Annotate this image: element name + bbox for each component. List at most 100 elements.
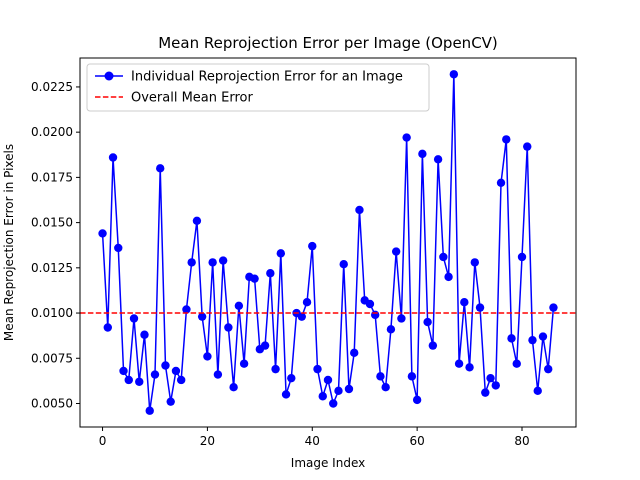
- data-point: [329, 399, 338, 408]
- legend-label-individual: Individual Reprojection Error for an Ima…: [131, 70, 403, 85]
- x-tick-label: 0: [99, 434, 107, 448]
- data-point: [150, 370, 160, 379]
- y-tick-label: 0.0150: [31, 216, 73, 230]
- data-point: [266, 269, 275, 278]
- data-point: [323, 375, 333, 385]
- data-point: [281, 390, 291, 399]
- data-point: [412, 395, 422, 405]
- data-point: [271, 364, 280, 374]
- data-point: [166, 397, 175, 406]
- data-point: [313, 364, 322, 374]
- data-point: [533, 386, 542, 396]
- data-point: [470, 258, 480, 267]
- y-axis-label: Mean Reprojection Error in Pixels: [2, 144, 16, 341]
- data-point: [213, 370, 223, 379]
- data-point: [197, 312, 207, 321]
- data-point: [234, 301, 244, 311]
- data-point: [407, 372, 417, 381]
- x-tick-label: 80: [514, 434, 529, 448]
- data-point: [192, 216, 202, 225]
- data-point: [339, 260, 348, 269]
- data-point: [318, 392, 327, 401]
- data-point: [454, 359, 464, 368]
- data-point: [187, 258, 196, 267]
- legend: Individual Reprojection Error for an Ima…: [86, 63, 430, 112]
- data-point: [250, 274, 259, 283]
- legend-label-mean: Overall Mean Error: [131, 91, 253, 106]
- data-point: [528, 335, 537, 345]
- data-point: [297, 312, 306, 321]
- data-point: [439, 252, 448, 262]
- data-point: [239, 359, 249, 368]
- y-tick-label: 0.0175: [31, 170, 73, 184]
- data-point: [171, 366, 181, 376]
- data-point: [176, 375, 186, 385]
- data-point: [502, 135, 511, 144]
- data-point: [428, 341, 438, 350]
- data-point: [491, 381, 500, 390]
- data-point: [355, 205, 364, 215]
- plot-frame: [79, 57, 577, 428]
- data-point: [449, 70, 459, 79]
- data-point: [549, 303, 558, 312]
- data-point: [475, 303, 485, 312]
- data-point: [182, 305, 191, 314]
- data-point: [218, 256, 228, 265]
- data-point: [229, 383, 238, 392]
- x-tick-label: 20: [200, 434, 215, 448]
- legend-swatch-individual-marker: [104, 71, 114, 81]
- y-tick-label: 0.0075: [31, 351, 73, 365]
- data-point: [156, 164, 165, 173]
- data-point: [140, 330, 149, 339]
- data-point: [145, 406, 154, 415]
- data-point: [423, 317, 432, 327]
- data-point: [334, 386, 343, 396]
- data-point: [365, 299, 375, 309]
- data-point: [103, 323, 112, 332]
- data-point: [486, 373, 495, 383]
- data-point: [418, 149, 427, 159]
- y-tick-label: 0.0050: [31, 396, 73, 410]
- data-point: [444, 272, 453, 282]
- x-axis-label: Image Index: [291, 456, 365, 470]
- y-tick-label: 0.0200: [31, 125, 73, 139]
- chart-title: Mean Reprojection Error per Image (OpenC…: [158, 34, 498, 52]
- data-point: [402, 133, 411, 142]
- data-point: [114, 243, 123, 253]
- data-point: [161, 361, 170, 370]
- data-point: [308, 241, 317, 251]
- data-point: [276, 249, 286, 258]
- data-point: [481, 388, 490, 397]
- data-point: [381, 383, 390, 392]
- data-point: [460, 297, 469, 307]
- data-point: [433, 155, 443, 164]
- x-tick-label: 40: [305, 434, 320, 448]
- x-tick-label: 60: [409, 434, 424, 448]
- data-point: [119, 366, 128, 376]
- data-point: [496, 178, 506, 188]
- y-tick-label: 0.0225: [31, 80, 73, 94]
- data-point: [108, 153, 118, 162]
- data-point: [287, 373, 296, 383]
- data-point: [391, 247, 401, 256]
- data-point: [370, 310, 380, 320]
- data-point: [98, 229, 107, 238]
- data-point: [538, 332, 548, 341]
- data-point: [544, 364, 553, 374]
- data-point: [203, 352, 212, 361]
- data-point: [224, 323, 233, 332]
- data-point: [302, 297, 312, 307]
- data-point: [350, 348, 359, 358]
- y-tick-label: 0.0125: [31, 261, 73, 275]
- data-point: [135, 377, 144, 386]
- y-tick-label: 0.0100: [31, 306, 73, 320]
- data-point: [465, 363, 474, 372]
- data-point: [523, 142, 532, 151]
- data-point: [386, 325, 396, 334]
- data-point: [376, 372, 385, 381]
- data-point: [512, 359, 521, 368]
- data-point: [517, 252, 527, 262]
- data-point: [260, 341, 270, 350]
- data-point: [507, 334, 516, 343]
